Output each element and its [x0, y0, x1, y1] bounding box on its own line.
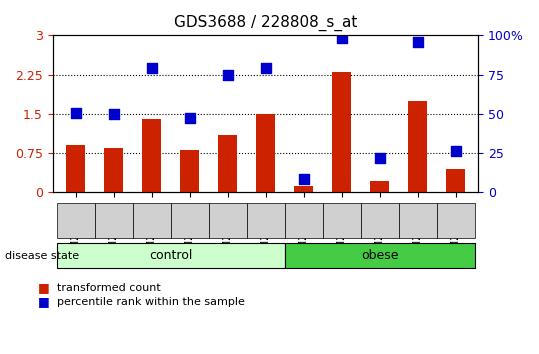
Bar [66, 145, 85, 192]
Text: control: control [149, 249, 192, 262]
Bar [142, 119, 161, 192]
Text: ■: ■ [38, 295, 50, 308]
Bar [104, 148, 123, 192]
Bar [180, 150, 199, 192]
Bar [446, 169, 465, 192]
Bar [332, 72, 351, 192]
Text: transformed count: transformed count [57, 282, 160, 293]
Point [337, 35, 346, 41]
Point [413, 39, 422, 45]
Title: GDS3688 / 228808_s_at: GDS3688 / 228808_s_at [174, 15, 357, 31]
Point [375, 155, 384, 161]
Point [147, 65, 156, 70]
Bar [294, 186, 313, 192]
Point [261, 65, 270, 70]
Bar [218, 135, 237, 192]
Point [451, 148, 460, 154]
Point [223, 72, 232, 77]
Point [185, 115, 194, 121]
Text: obese: obese [361, 249, 398, 262]
Text: ■: ■ [38, 281, 50, 294]
Bar [408, 101, 427, 192]
Text: disease state: disease state [5, 251, 80, 261]
Point [71, 110, 80, 115]
Text: percentile rank within the sample: percentile rank within the sample [57, 297, 245, 307]
Bar [370, 181, 389, 192]
Point [299, 177, 308, 182]
Bar [256, 114, 275, 192]
Point [109, 112, 118, 117]
